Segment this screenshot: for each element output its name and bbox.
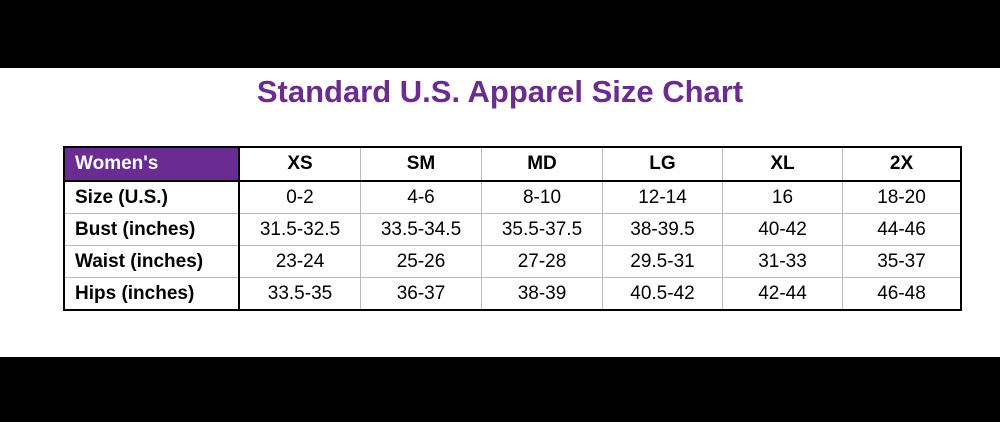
cell: 36-37 bbox=[360, 277, 482, 311]
size-table: Women's XS SM MD LG XL 2X Size (U.S.) 0-2 4-6 8-10… bbox=[63, 146, 962, 311]
row: Hips (inches) 33.5-35 36-37 38-39 40.5-42 42-… bbox=[63, 277, 962, 311]
cell: LG bbox=[602, 146, 723, 182]
cell: 31-33 bbox=[722, 245, 843, 278]
cell: 2X bbox=[842, 146, 962, 182]
row-label: Hips (inches) bbox=[63, 277, 240, 311]
cell: 16 bbox=[722, 180, 843, 214]
cell: 38-39 bbox=[481, 277, 603, 311]
cell: 33.5-34.5 bbox=[360, 213, 482, 246]
cell: 44-46 bbox=[842, 213, 962, 246]
head: Women's XS SM MD LG XL 2X bbox=[63, 146, 962, 182]
cell: 23-24 bbox=[238, 245, 361, 278]
cell: 25-26 bbox=[360, 245, 482, 278]
cell: 35-37 bbox=[842, 245, 962, 278]
cell: 8-10 bbox=[481, 180, 603, 214]
cell: XS bbox=[238, 146, 361, 182]
cell: 38-39.5 bbox=[602, 213, 723, 246]
row-label: Bust (inches) bbox=[63, 213, 240, 246]
cell: XL bbox=[722, 146, 843, 182]
cell: 40.5-42 bbox=[602, 277, 723, 311]
cell: 46-48 bbox=[842, 277, 962, 311]
cell: 12-14 bbox=[602, 180, 723, 214]
cell: MD bbox=[481, 146, 603, 182]
row-label: Women's bbox=[63, 146, 240, 182]
cell: 35.5-37.5 bbox=[481, 213, 603, 246]
row-label: Waist (inches) bbox=[63, 245, 240, 278]
title: Standard U.S. Apparel Size Chart bbox=[256, 74, 744, 109]
cell: 40-42 bbox=[722, 213, 843, 246]
cell: 33.5-35 bbox=[238, 277, 361, 311]
row: Bust (inches) 31.5-32.5 33.5-34.5 35.5-37.5… bbox=[63, 213, 962, 246]
cell: 27-28 bbox=[481, 245, 603, 278]
row: Waist (inches) 23-24 25-26 27-28 29.5-31 31-3… bbox=[63, 245, 962, 278]
cell: 31.5-32.5 bbox=[238, 213, 361, 246]
row: Size (U.S.) 0-2 4-6 8-10 12-14 16 18-20 bbox=[63, 180, 962, 214]
cell: 0-2 bbox=[238, 180, 361, 214]
row-label: Size (U.S.) bbox=[63, 180, 240, 214]
cell: 18-20 bbox=[842, 180, 962, 214]
cell: SM bbox=[360, 146, 482, 182]
cell: 29.5-31 bbox=[602, 245, 723, 278]
cell: 4-6 bbox=[360, 180, 482, 214]
cell: 42-44 bbox=[722, 277, 843, 311]
